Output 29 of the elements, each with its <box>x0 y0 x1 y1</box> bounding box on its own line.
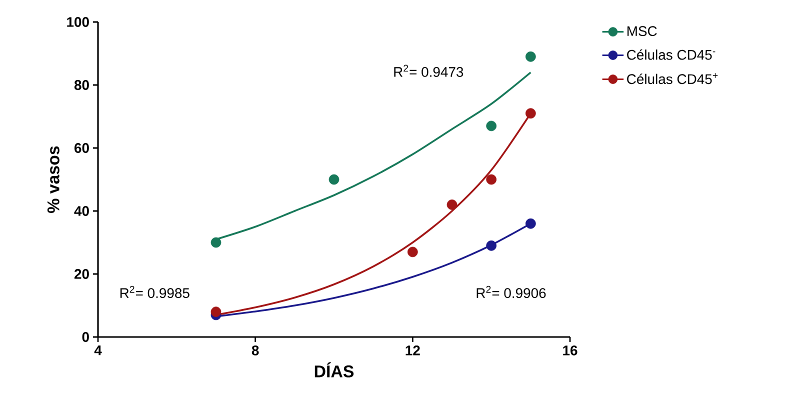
y-tick-label: 100 <box>67 17 89 27</box>
y-axis-title: % vasos <box>47 146 60 213</box>
y-tick-label: 60 <box>74 143 89 153</box>
point <box>407 246 418 258</box>
point <box>328 174 340 185</box>
point <box>525 108 536 119</box>
x-tick-label: 4 <box>94 346 102 356</box>
annotation: R$^{2}$= 0.9906 <box>476 286 546 298</box>
y-tick-label: 40 <box>74 206 89 216</box>
legend-label: Células CD45$^{-}$ <box>627 49 716 60</box>
point <box>486 240 497 251</box>
x-tick-label: 8 <box>252 345 259 356</box>
point <box>446 200 458 210</box>
annotation: R$^{2}$= 0.9473 <box>394 64 464 77</box>
legend-label: Células CD45$^{+}$ <box>627 73 718 84</box>
x-axis-title: DÍAS <box>314 362 354 378</box>
annotation: R$^{2}$= 0.9985 <box>120 286 190 298</box>
point <box>210 306 222 317</box>
point <box>486 120 497 132</box>
y-tick-label: 20 <box>74 269 89 279</box>
legend-label: MSC <box>628 26 657 36</box>
y-tick-label: 0 <box>82 332 89 342</box>
point <box>525 218 536 229</box>
x-tick-label: 12 <box>406 345 420 356</box>
point <box>486 174 497 185</box>
y-tick-label: 80 <box>74 80 89 90</box>
x-tick-label: 16 <box>563 345 578 356</box>
point <box>525 51 536 62</box>
point <box>210 237 222 248</box>
